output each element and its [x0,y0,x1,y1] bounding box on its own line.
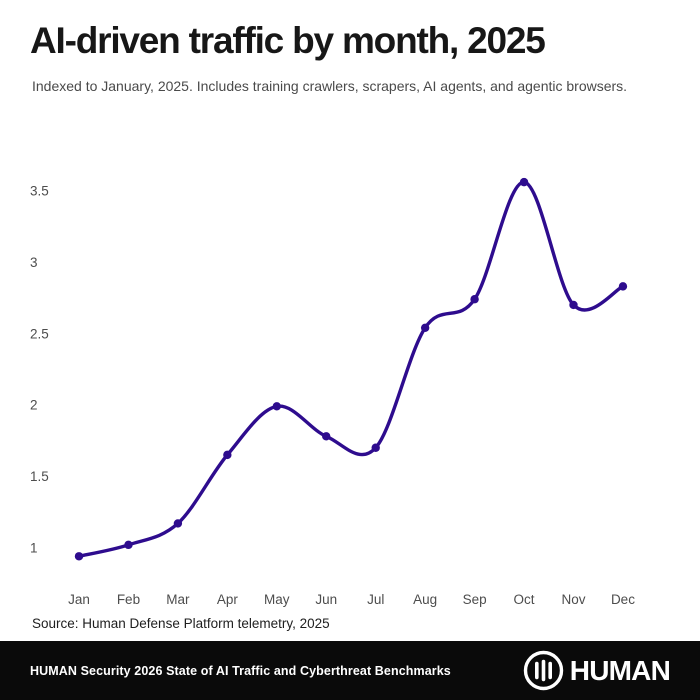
data-point [173,519,183,528]
series-line [77,180,625,558]
data-point [74,552,84,561]
data-point [371,443,380,452]
x-tick-label: Jan [68,592,90,607]
footer-report-title: HUMAN Security 2026 State of AI Traffic … [30,663,451,678]
x-tick-label: May [264,592,290,607]
x-tick-label: Jul [367,592,384,607]
brand-wordmark: HUMAN [569,654,671,686]
brand-logo: HUMAN [523,650,671,691]
data-point [519,177,529,187]
line-chart: 1 1.5 2 2.5 3 3.5 Jan Feb Mar Apr May Jun Jul Aug Sep O… [30,177,635,607]
data-point [420,323,430,332]
x-tick-label: Jun [315,592,337,607]
y-tick-label: 2.5 [30,326,49,341]
page-title: AI-driven traffic by month, 2025 [30,20,546,61]
y-tick-label: 1.5 [30,469,49,484]
x-tick-label: Oct [514,592,535,607]
x-tick-label: Feb [117,592,140,607]
data-point [322,432,331,441]
x-tick-label: Sep [463,592,487,607]
y-tick-label: 3 [30,255,38,270]
y-tick-label: 3.5 [30,184,49,199]
x-tick-label: Aug [413,592,437,607]
data-point [618,282,628,291]
x-tick-label: Dec [611,592,635,607]
page-subtitle: Indexed to January, 2025. Includes train… [32,78,628,94]
x-tick-label: Nov [561,592,585,607]
data-point [569,300,578,310]
y-tick-label: 1 [30,541,38,556]
data-point [223,450,232,460]
x-tick-label: Apr [217,592,239,607]
x-tick-label: Mar [166,592,190,607]
human-circle-bars-icon [523,650,563,691]
y-tick-label: 2 [30,398,38,413]
footer-bar: HUMAN Security 2026 State of AI Traffic … [0,641,700,700]
source-note: Source: Human Defense Platform telemetry… [32,616,330,631]
data-point [124,540,133,550]
data-point [272,402,281,411]
data-point [470,295,479,304]
